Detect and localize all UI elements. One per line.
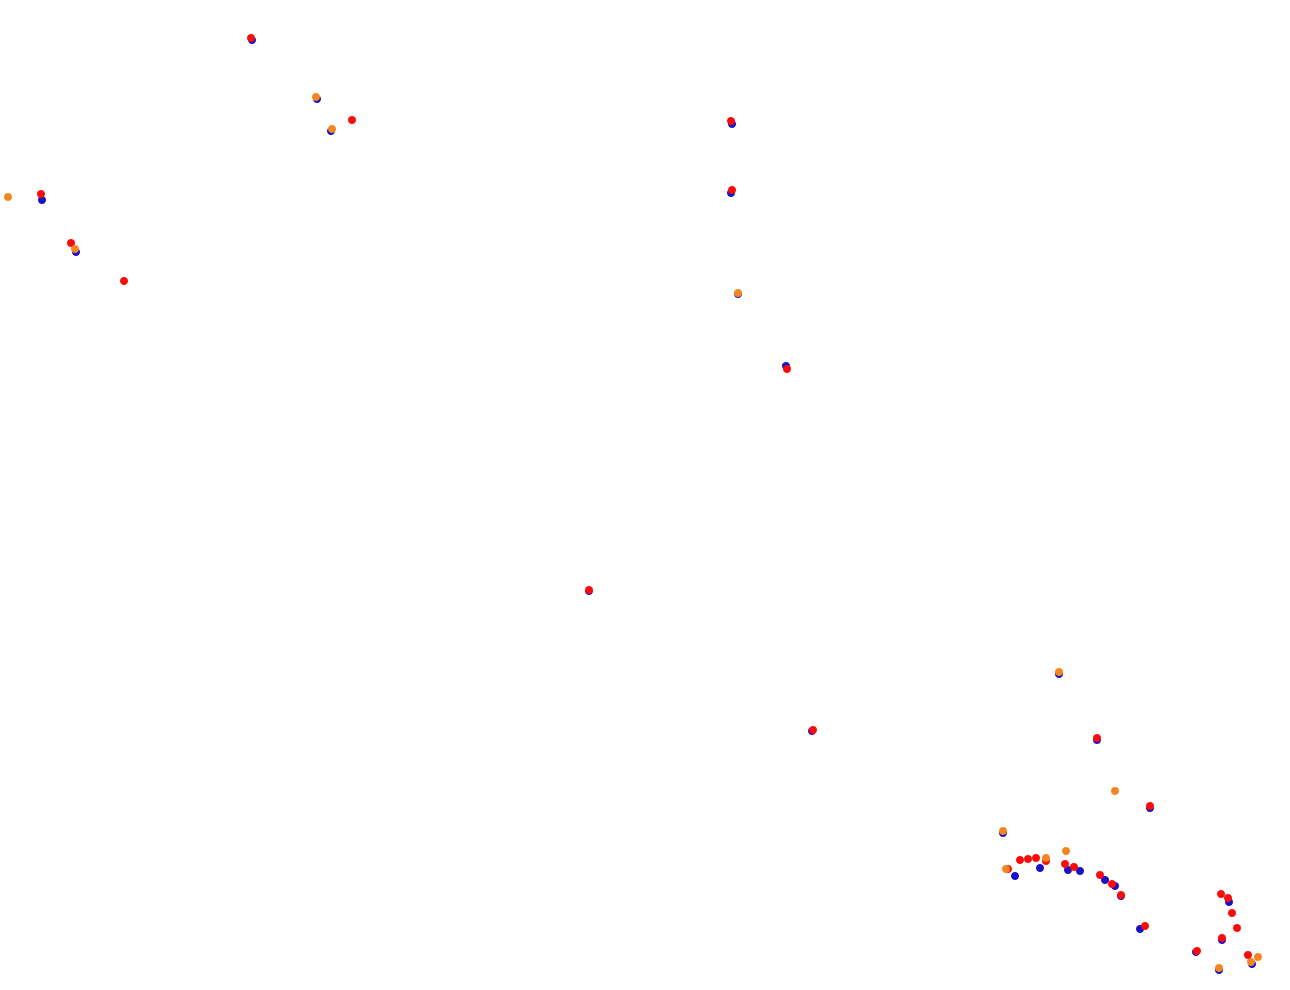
point — [1016, 856, 1024, 864]
point — [1011, 872, 1019, 880]
point — [1101, 876, 1109, 884]
point — [1093, 734, 1101, 742]
point — [247, 34, 255, 42]
point — [1254, 953, 1262, 961]
point — [1024, 855, 1032, 863]
point — [120, 277, 128, 285]
point — [1247, 958, 1255, 966]
point — [1002, 865, 1010, 873]
point — [1055, 668, 1063, 676]
point — [38, 196, 46, 204]
point — [1064, 866, 1072, 874]
point — [1141, 922, 1149, 930]
point — [348, 116, 356, 124]
point — [1224, 894, 1232, 902]
point — [1061, 860, 1069, 868]
point — [1233, 924, 1241, 932]
point — [1096, 871, 1104, 879]
point — [37, 190, 45, 198]
point — [1218, 934, 1226, 942]
point — [1117, 891, 1125, 899]
point — [1146, 802, 1154, 810]
point — [71, 245, 79, 253]
point — [312, 93, 320, 101]
point — [999, 827, 1007, 835]
point — [1036, 864, 1044, 872]
point — [1111, 787, 1119, 795]
point — [1076, 867, 1084, 875]
point — [1042, 854, 1050, 862]
point — [1215, 964, 1223, 972]
point — [1244, 951, 1252, 959]
point — [1193, 947, 1201, 955]
point — [4, 193, 12, 201]
point — [1032, 854, 1040, 862]
point — [734, 289, 742, 297]
point — [783, 365, 791, 373]
point — [1217, 890, 1225, 898]
point — [1070, 863, 1078, 871]
point — [328, 125, 336, 133]
point — [1062, 847, 1070, 855]
point — [809, 726, 817, 734]
point — [727, 117, 735, 125]
point — [585, 586, 593, 594]
point — [67, 239, 75, 247]
point — [728, 186, 736, 194]
point — [1228, 909, 1236, 917]
point — [1108, 880, 1116, 888]
